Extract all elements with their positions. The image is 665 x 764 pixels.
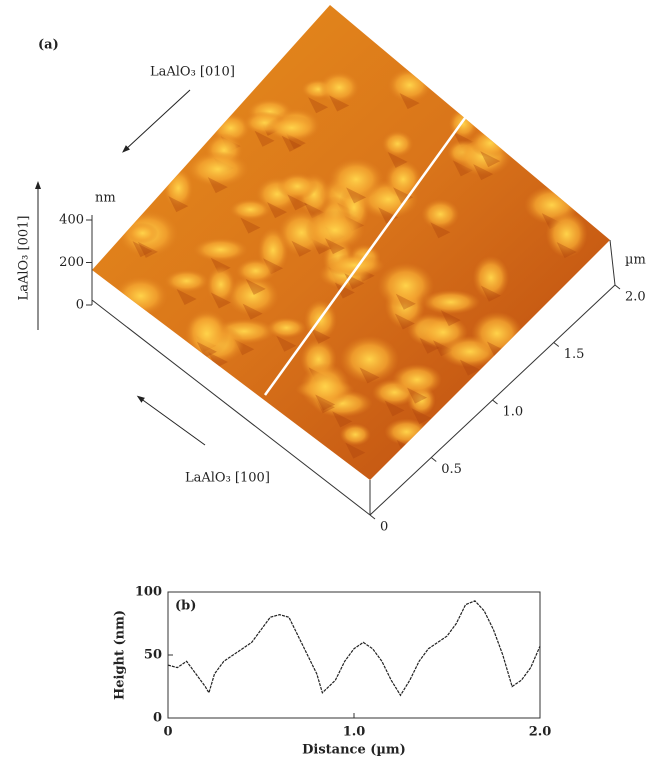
- y-tick-label: 50: [144, 648, 162, 663]
- base-edge: [610, 240, 615, 285]
- arrow: [140, 398, 205, 445]
- grain: [392, 364, 442, 395]
- annotation: LaAlO₃ [100]: [185, 471, 270, 486]
- grain: [193, 238, 248, 262]
- plane-tick-label: 2.0: [625, 290, 646, 305]
- figure: (a) LaAlO₃ [010] LaAlO₃ [001] LaAlO₃ [10…: [0, 0, 665, 764]
- grain: [206, 266, 235, 303]
- plane-tick: [493, 400, 498, 404]
- x-tick-label: 2.0: [529, 725, 552, 740]
- grain: [319, 72, 359, 104]
- x-axis-label: Distance (µm): [302, 743, 406, 758]
- grain: [186, 151, 249, 187]
- plane-tick-label: 0: [380, 520, 388, 535]
- y-tick-label: 100: [135, 585, 162, 600]
- grain: [388, 68, 432, 102]
- grain: [236, 259, 276, 283]
- grain: [229, 199, 271, 220]
- grain: [470, 128, 510, 157]
- grain: [324, 254, 384, 277]
- grain: [382, 131, 413, 157]
- z-unit: nm: [95, 191, 116, 206]
- arrow: [125, 90, 190, 150]
- grain: [340, 424, 371, 446]
- grain: [265, 115, 317, 140]
- annotation: (b): [175, 599, 196, 614]
- plane-tick: [431, 458, 436, 462]
- annotation: LaAlO₃ [010]: [150, 65, 235, 80]
- plane-tick: [370, 515, 375, 519]
- plane-tick: [554, 343, 559, 347]
- plane-tick-label: 1.5: [564, 347, 585, 362]
- annotation: LaAlO₃ [001]: [17, 216, 32, 301]
- profile-line: [168, 601, 540, 696]
- y-tick-label: 0: [153, 711, 162, 726]
- grain: [114, 276, 167, 316]
- grain: [422, 199, 460, 229]
- x-tick-label: 0: [163, 725, 172, 740]
- plane-tick-label: 0.5: [441, 462, 462, 477]
- plane-unit: µm: [625, 253, 646, 268]
- grain: [267, 317, 306, 338]
- grain: [277, 173, 317, 199]
- plane-tick-label: 1.0: [503, 405, 524, 420]
- grain: [164, 270, 208, 293]
- grain: [127, 223, 158, 244]
- x-tick-label: 1.0: [343, 725, 366, 740]
- z-tick-label: 400: [59, 213, 84, 228]
- z-tick-label: 200: [59, 255, 84, 270]
- z-tick-label: 0: [76, 298, 84, 313]
- plot-frame: [168, 592, 540, 718]
- plane-tick: [615, 285, 620, 289]
- y-axis-label: Height (nm): [113, 610, 128, 700]
- panel-label: (a): [38, 38, 59, 53]
